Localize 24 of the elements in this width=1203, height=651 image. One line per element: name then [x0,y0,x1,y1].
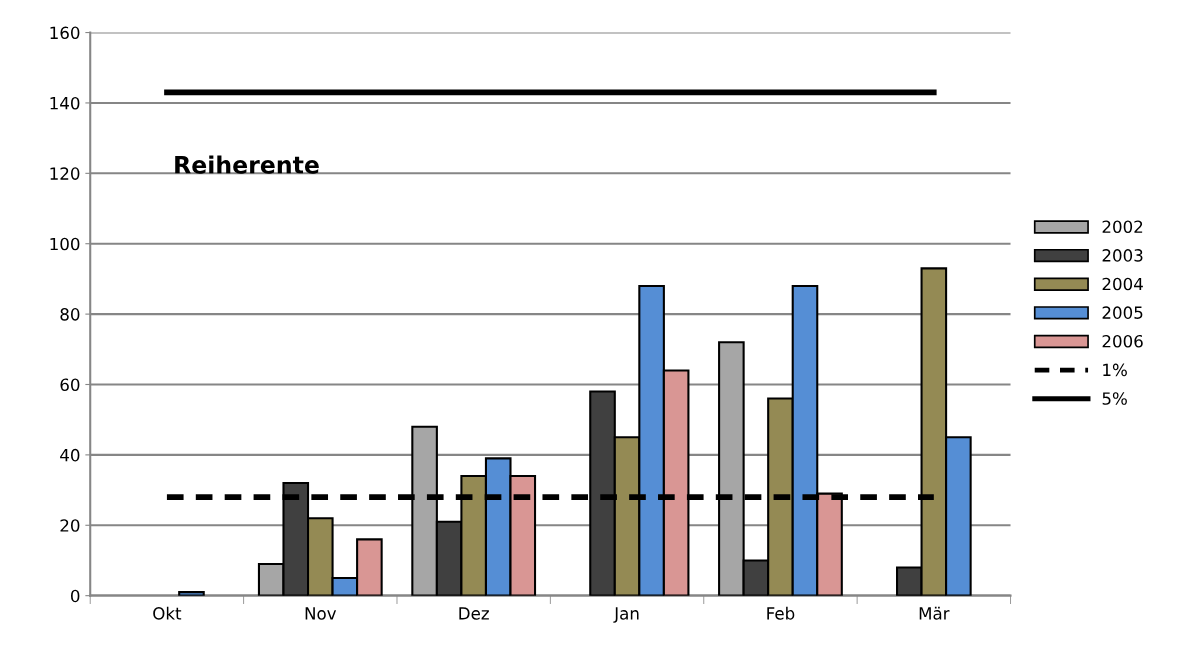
y-tick-label: 0 [71,589,80,603]
annotation: Reiherente [175,155,319,174]
x-tick-label: Mär [919,606,950,620]
x-tick-label: Okt [153,606,182,620]
y-tick-label: 140 [50,96,80,110]
x-tick-label: Jan [613,607,639,623]
x-tick-label: Nov [305,607,337,620]
y-tick-label: 60 [60,378,80,392]
x-tick-label: Dez [459,607,489,620]
y-tick-label: 120 [50,167,80,180]
y-tick-label: 20 [60,519,80,532]
legend-label: 2004 [1102,277,1143,291]
legend-label: 2003 [1102,249,1143,262]
legend-label: 2002 [1102,220,1143,234]
y-tick-label: 40 [60,448,80,462]
y-tick-label: 100 [50,237,80,251]
y-tick-label: 160 [50,26,80,40]
legend-label: 2006 [1102,334,1143,348]
x-tick-label: Feb [767,606,795,620]
legend-label: 1% [1103,363,1127,377]
legend-label: 5% [1102,392,1127,405]
bar [178,591,205,596]
legend-label: 2005 [1102,306,1143,319]
y-tick-label: 80 [60,308,80,321]
